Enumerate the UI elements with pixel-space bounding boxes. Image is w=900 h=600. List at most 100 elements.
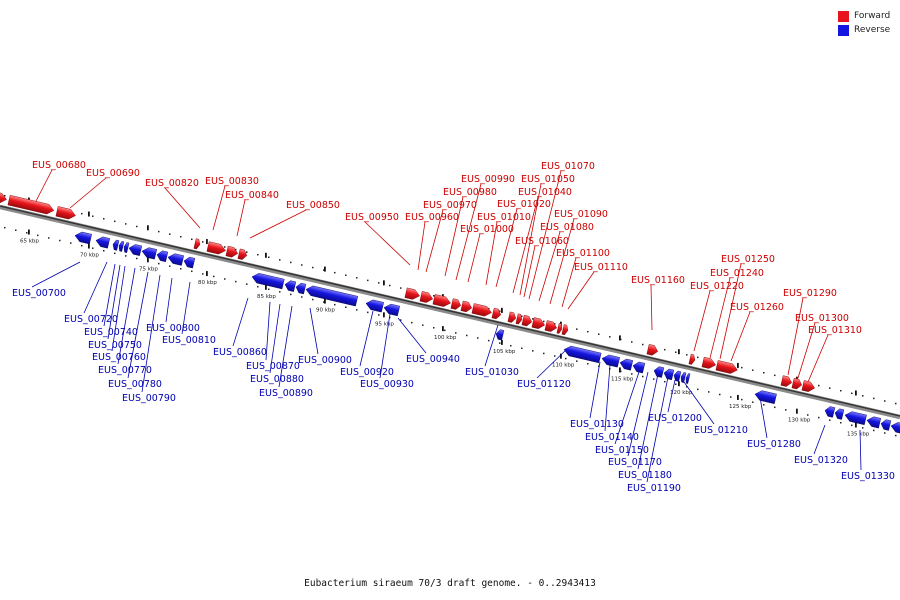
ruler-dot xyxy=(290,293,292,296)
leader-line xyxy=(709,277,731,359)
leader-line xyxy=(69,177,107,209)
reverse-gene-arrow xyxy=(95,236,111,249)
ruler-dot xyxy=(642,375,644,378)
forward-gene-label: EUS_00680 xyxy=(32,160,86,171)
ruler-dot xyxy=(807,414,809,416)
legend: Forward Reverse xyxy=(838,9,890,37)
ruler-dot xyxy=(554,323,556,325)
forward-gene-label: EUS_01160 xyxy=(631,275,685,286)
ruler-dot xyxy=(818,416,820,419)
ruler-dot xyxy=(884,400,886,402)
forward-gene-arrow xyxy=(460,300,473,313)
leader-line xyxy=(813,424,826,455)
ruler-dot xyxy=(125,223,127,225)
ruler-dot xyxy=(598,365,600,368)
leader-line xyxy=(589,361,601,419)
ruler-dot xyxy=(103,218,105,220)
ruler-dot xyxy=(576,328,578,330)
axis-ticks: 65 kbp 70 kbp 75 kbp 80 kbp 85 kbp 90 kbp 95 k… xyxy=(4,194,897,437)
leader-line xyxy=(117,267,136,365)
leader-line xyxy=(212,185,226,231)
ruler-dot xyxy=(477,337,479,339)
reverse-gene-label: EUS_00770 xyxy=(98,365,152,376)
ruler-dot xyxy=(488,307,490,310)
ruler-dot xyxy=(664,380,666,383)
forward-gene-label: EUS_00850 xyxy=(286,200,340,211)
forward-gene-label: EUS_00840 xyxy=(225,190,279,201)
ruler-dot xyxy=(323,301,325,303)
forward-gene-arrow xyxy=(237,248,248,260)
forward-gene-arrow xyxy=(515,313,523,325)
ruler-dot xyxy=(521,315,523,318)
forward-gene-arrow xyxy=(471,303,492,317)
reverse-gene-label: EUS_00740 xyxy=(84,327,138,338)
ruler-dot xyxy=(4,226,6,229)
forward-gene-arrow xyxy=(450,298,462,310)
ruler-dot xyxy=(48,237,50,239)
ruler-dot xyxy=(312,266,314,269)
ruler-dot xyxy=(356,277,358,279)
forward-gene-arrow xyxy=(432,294,451,307)
leader-line xyxy=(561,257,577,308)
ruler-dot xyxy=(367,311,369,314)
ruler-dot xyxy=(279,291,281,293)
ruler-dot xyxy=(81,244,83,247)
forward-gene-label: EUS_01010 xyxy=(477,212,531,223)
ruler-dot xyxy=(598,333,600,336)
reverse-gene-arrow xyxy=(251,273,285,290)
ruler-dot xyxy=(664,348,666,351)
ruler-dot xyxy=(543,352,545,355)
leader-line xyxy=(719,263,742,360)
ruler-dot xyxy=(15,229,17,231)
forward-gene-label: EUS_00960 xyxy=(405,212,459,223)
leader-line xyxy=(31,261,81,288)
ruler-dot xyxy=(741,366,743,369)
leader-line xyxy=(523,245,536,298)
tick-label: 135 kbp xyxy=(847,431,870,437)
reverse-gene-arrow xyxy=(880,419,892,431)
ruler-dot xyxy=(686,386,688,388)
ruler-dot xyxy=(862,395,864,397)
reverse-gene-label: EUS_00700 xyxy=(12,288,66,299)
tick-label: 65 kbp xyxy=(20,239,39,245)
tick-label: 95 kbp xyxy=(375,321,394,327)
ruler-dot xyxy=(763,372,765,374)
forward-gene-label: EUS_00970 xyxy=(423,200,477,211)
reverse-gene-arrow xyxy=(673,370,682,382)
leader-line xyxy=(759,396,768,439)
backbone xyxy=(0,204,900,420)
ruler-dot xyxy=(455,332,457,334)
reverse-gene-label: EUS_00810 xyxy=(162,335,216,346)
forward-gene-label: EUS_01040 xyxy=(518,187,572,198)
ruler-dot xyxy=(378,314,380,316)
ruler-dot xyxy=(543,320,545,323)
leader-line xyxy=(425,209,444,273)
leader-line xyxy=(181,281,191,335)
leader-line xyxy=(141,274,161,393)
reverse-gene-arrow xyxy=(295,282,307,295)
reverse-gene-label: EUS_00790 xyxy=(122,393,176,404)
ruler-dot xyxy=(829,419,831,421)
ruler-dot xyxy=(642,343,644,346)
forward-gene-label: EUS_01060 xyxy=(515,236,569,247)
reverse-gene-label: EUS_01130 xyxy=(570,419,624,430)
reverse-gene-arrow xyxy=(619,358,634,371)
leader-line xyxy=(111,265,126,352)
major-tick xyxy=(324,266,326,272)
ruler-dot xyxy=(510,344,512,347)
reverse-gene-arrow xyxy=(495,329,505,341)
ruler-dot xyxy=(631,341,633,343)
ruler-dot xyxy=(444,329,446,332)
ruler-dot xyxy=(851,392,853,395)
ruler-dot xyxy=(345,306,347,308)
forward-gene-label: EUS_01240 xyxy=(710,268,764,279)
forward-gene-arrow xyxy=(0,190,7,204)
ruler-dot xyxy=(246,251,248,253)
reverse-gene-arrow xyxy=(123,242,130,253)
ruler-dot xyxy=(246,283,248,285)
leader-line xyxy=(309,307,319,355)
leader-line xyxy=(34,169,53,204)
ruler-dot xyxy=(301,296,303,298)
reverse-gene-label: EUS_01030 xyxy=(465,367,519,378)
